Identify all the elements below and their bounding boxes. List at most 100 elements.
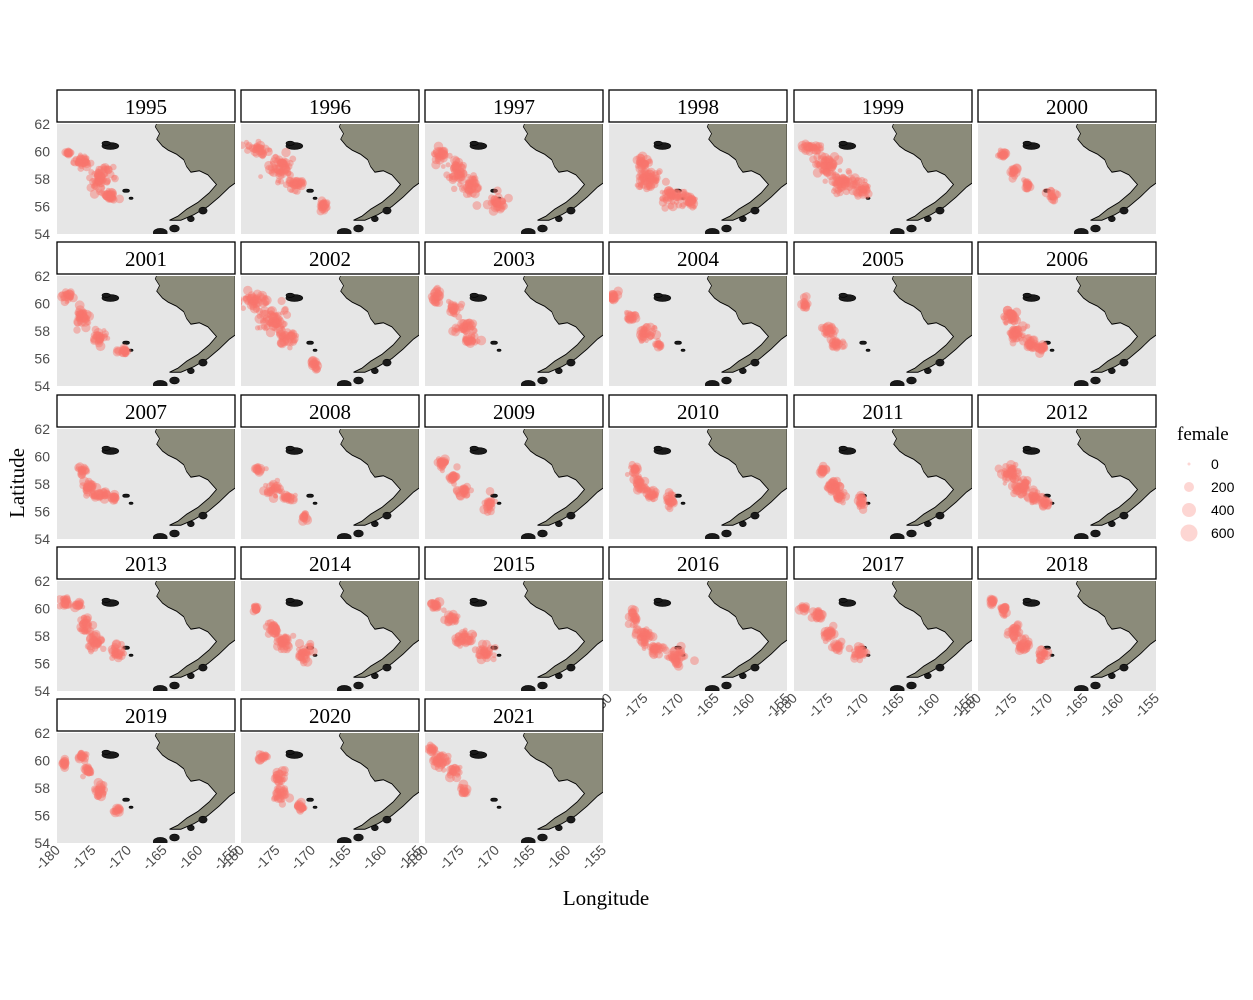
data-point (469, 178, 474, 184)
island (555, 367, 563, 374)
data-point (671, 499, 678, 506)
data-point (1006, 309, 1015, 318)
data-point (1016, 632, 1022, 638)
island (371, 520, 379, 527)
island (128, 196, 134, 200)
data-point (640, 160, 650, 169)
data-point (1029, 498, 1035, 503)
data-point (1005, 470, 1012, 478)
data-point (627, 604, 637, 615)
data-point (638, 171, 645, 178)
data-point (827, 631, 832, 636)
data-point (836, 180, 847, 191)
data-point (443, 610, 454, 621)
data-point (642, 178, 652, 187)
data-point (818, 161, 825, 168)
data-point (279, 158, 287, 167)
island (353, 529, 364, 538)
data-point (95, 333, 105, 343)
data-point (443, 459, 449, 465)
data-point (457, 168, 468, 179)
data-point (74, 311, 80, 316)
data-point (464, 338, 473, 347)
data-point (631, 311, 637, 317)
data-point (1013, 631, 1020, 639)
data-point (655, 650, 663, 659)
x-tick-label: -160 (174, 842, 205, 873)
data-point (485, 499, 493, 506)
data-point (1005, 309, 1014, 317)
alaska-landmass (1075, 276, 1156, 373)
data-point (1031, 493, 1039, 501)
data-point (65, 599, 70, 604)
data-point (459, 184, 468, 193)
data-point (640, 483, 650, 493)
data-point (826, 626, 834, 635)
data-point (822, 322, 830, 331)
data-point (82, 466, 88, 471)
data-point (641, 175, 651, 186)
data-point (445, 615, 450, 620)
data-point (486, 650, 491, 656)
data-point (449, 766, 458, 774)
data-point (1007, 317, 1014, 325)
island (187, 520, 195, 527)
island (336, 685, 352, 691)
data-point (265, 164, 275, 175)
data-point (487, 496, 495, 505)
data-point (1020, 333, 1025, 339)
data-point (74, 308, 84, 318)
data-point (427, 598, 437, 608)
data-point (822, 629, 829, 637)
data-point (998, 608, 1008, 617)
data-point (452, 477, 458, 483)
data-point (665, 497, 670, 502)
data-point (90, 331, 98, 339)
data-point (460, 488, 467, 495)
x-tick-label: -160 (911, 690, 942, 721)
data-point (665, 498, 672, 506)
points-1999 (797, 139, 873, 200)
data-point (453, 638, 462, 647)
data-point (637, 169, 647, 179)
data-point (451, 175, 457, 181)
data-point (858, 188, 867, 197)
legend-label: 400 (1211, 502, 1235, 518)
island (152, 228, 168, 234)
data-point (114, 650, 123, 660)
data-point (837, 175, 848, 185)
island (869, 702, 878, 707)
data-point (833, 645, 840, 652)
data-point (88, 169, 95, 176)
alaska-landmass (338, 124, 419, 221)
data-point (832, 643, 842, 653)
data-point (831, 480, 840, 490)
y-tick-label: 58 (34, 628, 50, 644)
data-point (639, 160, 649, 170)
legend-label: 0 (1211, 456, 1219, 472)
data-point (263, 490, 272, 498)
island (674, 493, 682, 498)
data-point (827, 488, 835, 496)
data-point (438, 148, 445, 155)
facet-panel-2010: 2010 (608, 394, 788, 539)
data-point (1038, 342, 1048, 352)
data-point (462, 332, 473, 343)
data-point (632, 624, 642, 635)
data-point (290, 632, 297, 639)
island (285, 597, 295, 603)
data-point (680, 655, 686, 661)
facet-panel-2004: 2004 (608, 241, 788, 386)
data-point (459, 630, 468, 639)
data-point (456, 170, 463, 177)
data-point (255, 467, 262, 473)
data-point (256, 144, 265, 153)
data-point (462, 490, 468, 496)
data-point (430, 599, 436, 605)
data-point (63, 594, 71, 601)
data-point (459, 485, 467, 493)
data-point (64, 150, 73, 159)
data-point (1011, 625, 1020, 633)
data-point (284, 337, 293, 347)
data-point (639, 173, 648, 182)
